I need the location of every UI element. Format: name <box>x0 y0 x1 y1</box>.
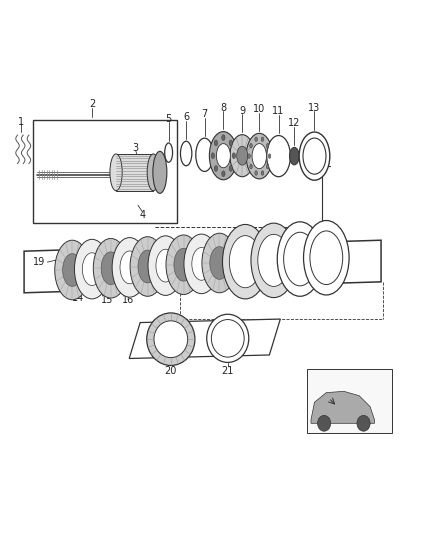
Ellipse shape <box>110 154 122 191</box>
Ellipse shape <box>192 247 211 280</box>
Ellipse shape <box>211 153 215 159</box>
Bar <box>307 369 392 433</box>
Ellipse shape <box>229 166 233 171</box>
Text: 20: 20 <box>165 366 177 376</box>
Ellipse shape <box>174 248 193 281</box>
Ellipse shape <box>250 164 252 169</box>
Ellipse shape <box>357 415 370 431</box>
Ellipse shape <box>216 143 230 168</box>
Text: 18: 18 <box>318 278 330 288</box>
Ellipse shape <box>229 140 233 146</box>
Ellipse shape <box>266 164 269 169</box>
Ellipse shape <box>93 238 128 298</box>
Ellipse shape <box>184 234 219 294</box>
Ellipse shape <box>258 235 290 286</box>
Ellipse shape <box>277 222 323 296</box>
Ellipse shape <box>120 251 139 284</box>
Text: 21: 21 <box>222 366 234 376</box>
Ellipse shape <box>101 252 120 285</box>
Ellipse shape <box>74 239 110 299</box>
Ellipse shape <box>214 140 218 146</box>
Ellipse shape <box>209 132 237 180</box>
Ellipse shape <box>196 138 213 172</box>
Ellipse shape <box>223 224 268 299</box>
Text: 7: 7 <box>201 109 208 119</box>
Ellipse shape <box>284 232 316 286</box>
Ellipse shape <box>153 151 167 193</box>
Ellipse shape <box>222 171 225 176</box>
Text: 19: 19 <box>33 257 46 267</box>
Ellipse shape <box>255 137 258 141</box>
Text: 14: 14 <box>72 293 84 303</box>
Text: 5: 5 <box>166 114 172 124</box>
Text: 11: 11 <box>272 107 285 116</box>
Ellipse shape <box>210 247 229 279</box>
Ellipse shape <box>237 146 248 165</box>
Ellipse shape <box>207 314 249 362</box>
Ellipse shape <box>156 249 175 282</box>
Ellipse shape <box>147 154 159 191</box>
Bar <box>33 120 177 223</box>
Ellipse shape <box>232 153 236 159</box>
Ellipse shape <box>82 253 102 286</box>
Text: 1: 1 <box>18 117 24 127</box>
Polygon shape <box>129 319 280 359</box>
Ellipse shape <box>255 171 258 175</box>
Ellipse shape <box>154 321 187 358</box>
Ellipse shape <box>138 250 157 283</box>
Text: 10: 10 <box>253 104 265 114</box>
Ellipse shape <box>147 313 195 366</box>
Ellipse shape <box>165 143 173 162</box>
Text: 13: 13 <box>308 103 321 113</box>
Text: 17: 17 <box>292 278 304 288</box>
Ellipse shape <box>268 154 271 158</box>
Text: 8: 8 <box>220 102 226 112</box>
Text: 16: 16 <box>122 295 134 305</box>
Ellipse shape <box>266 143 269 148</box>
Ellipse shape <box>246 133 272 179</box>
Ellipse shape <box>318 415 331 431</box>
Ellipse shape <box>212 320 244 357</box>
Ellipse shape <box>63 254 82 286</box>
Ellipse shape <box>112 238 147 297</box>
Ellipse shape <box>214 166 218 171</box>
Ellipse shape <box>251 223 297 297</box>
Ellipse shape <box>130 237 165 296</box>
Ellipse shape <box>248 154 251 158</box>
Ellipse shape <box>250 143 252 148</box>
Ellipse shape <box>230 236 261 288</box>
Ellipse shape <box>252 143 266 168</box>
Text: 15: 15 <box>101 295 113 305</box>
Polygon shape <box>311 391 374 423</box>
Ellipse shape <box>166 235 201 295</box>
Text: 2: 2 <box>89 100 95 109</box>
Bar <box>116 154 153 191</box>
Ellipse shape <box>261 137 264 141</box>
Ellipse shape <box>290 147 299 165</box>
Ellipse shape <box>180 141 192 166</box>
Ellipse shape <box>230 135 254 177</box>
Ellipse shape <box>304 221 349 295</box>
Ellipse shape <box>202 233 237 293</box>
Text: 9: 9 <box>239 106 245 116</box>
Text: 3: 3 <box>133 143 139 154</box>
Text: 4: 4 <box>139 210 145 220</box>
Ellipse shape <box>55 240 90 300</box>
Polygon shape <box>24 240 381 293</box>
Ellipse shape <box>148 236 183 295</box>
Text: 6: 6 <box>183 112 189 122</box>
Ellipse shape <box>222 135 225 141</box>
Ellipse shape <box>267 135 290 177</box>
Ellipse shape <box>261 171 264 175</box>
Ellipse shape <box>310 231 343 285</box>
Text: 12: 12 <box>288 118 300 128</box>
Ellipse shape <box>299 132 330 180</box>
Ellipse shape <box>303 138 326 174</box>
